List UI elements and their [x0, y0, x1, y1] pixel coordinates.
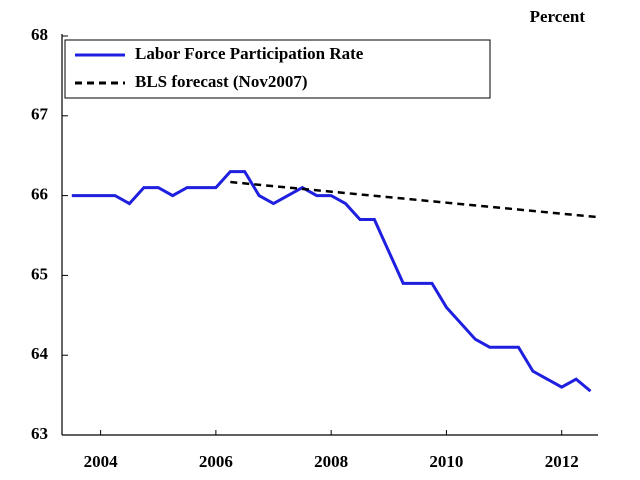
legend-label: Labor Force Participation Rate — [135, 44, 364, 63]
y-tick-label: 64 — [31, 344, 49, 363]
y-tick-label: 68 — [31, 25, 48, 44]
y-tick-label: 63 — [31, 424, 48, 443]
x-tick-label: 2008 — [314, 452, 348, 471]
y-tick-label: 67 — [31, 105, 49, 124]
x-tick-label: 2006 — [199, 452, 233, 471]
y-tick-label: 66 — [31, 185, 48, 204]
unit-label: Percent — [530, 7, 586, 26]
legend-label: BLS forecast (Nov2007) — [135, 72, 308, 91]
x-tick-label: 2010 — [429, 452, 463, 471]
x-tick-label: 2004 — [84, 452, 119, 471]
x-tick-label: 2012 — [545, 452, 579, 471]
series-line — [71, 170, 592, 393]
legend-box — [64, 39, 491, 99]
series-line — [230, 180, 599, 219]
y-tick-label: 65 — [31, 264, 48, 283]
